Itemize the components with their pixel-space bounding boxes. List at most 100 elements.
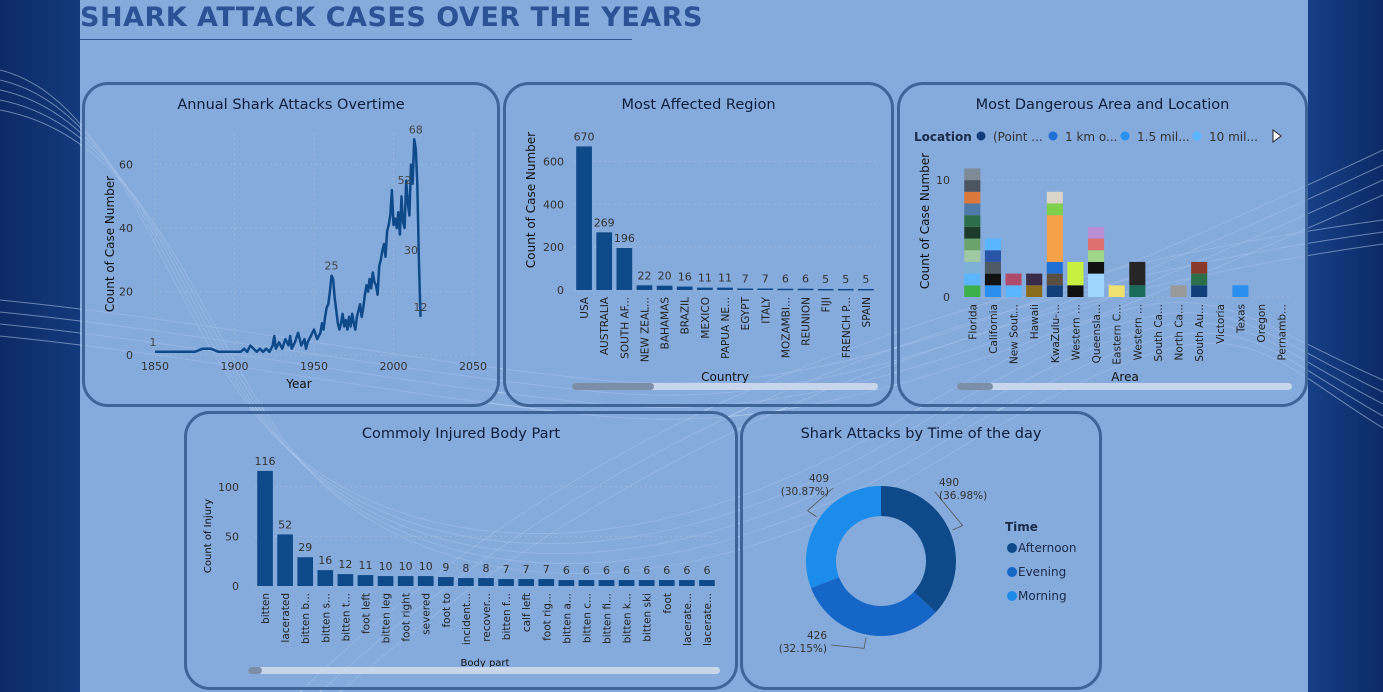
x-tick-label: 1850 <box>141 360 169 373</box>
timeofday-donut-chart: 490(36.98%) 426(32.15%) 409(30.87%) Time Aft… <box>779 473 1077 655</box>
data-label: 1 <box>150 336 157 349</box>
scrollbar-thumb[interactable] <box>248 667 262 674</box>
annual-attacks-panel: Annual Shark Attacks Overtime 0 20 40 60 185… <box>82 82 500 407</box>
data-label: 8 <box>483 562 490 575</box>
data-label: 490 <box>939 477 959 489</box>
stacked-bar-segment <box>1046 261 1063 274</box>
legend-label: 10 mil... <box>1209 130 1258 144</box>
timeofday-chart-title: Shark Attacks by Time of the day <box>800 426 1042 442</box>
x-axis-title: Body part <box>461 658 510 669</box>
stacked-bar-segment <box>964 238 981 251</box>
stacked-bar-segment <box>1067 261 1084 286</box>
data-label: 29 <box>298 541 312 554</box>
data-label: 20 <box>658 270 672 283</box>
category-label: USA <box>579 296 591 319</box>
legend-marker <box>976 131 986 141</box>
bar <box>558 580 575 586</box>
region-chart-title: Most Affected Region <box>621 97 776 113</box>
bar <box>317 570 334 586</box>
series-line <box>155 138 422 354</box>
legend-label: (Point ... <box>993 130 1043 144</box>
bar <box>596 232 613 290</box>
stacked-bar-segment <box>964 250 981 262</box>
legend-marker <box>1007 591 1017 601</box>
category-label: lacerate... <box>702 593 714 646</box>
legend-label: Afternoon <box>1018 541 1077 555</box>
scrollbar-thumb[interactable] <box>957 383 993 390</box>
stacked-bar-segment <box>964 191 981 204</box>
category-label: EGYPT <box>740 296 752 330</box>
stacked-bar-segment <box>1046 191 1063 204</box>
data-label: 6 <box>802 273 809 286</box>
bar <box>538 579 555 586</box>
data-label: 9 <box>442 561 449 574</box>
legend-marker <box>1192 131 1202 141</box>
data-label: 426 <box>807 630 827 642</box>
stacked-bar-segment <box>1005 273 1022 286</box>
x-axis-title: Area <box>1111 370 1139 384</box>
category-label: Eastern C... <box>1112 304 1124 365</box>
bodypart-panel: Commoly Injured Body Part 0 50 100 116 bitte… <box>184 411 738 690</box>
bar <box>737 288 753 290</box>
data-label: 5 <box>822 273 829 286</box>
category-label: South Ca... <box>1153 304 1165 362</box>
legend-marker <box>1007 543 1017 553</box>
category-label: calf left <box>521 593 533 632</box>
left-background-strip <box>0 0 80 692</box>
stacked-bar-segment <box>1046 273 1063 286</box>
stacked-bar-segment <box>1088 273 1105 297</box>
x-tick-label: 1900 <box>221 360 249 373</box>
data-label: 196 <box>614 232 635 245</box>
y-axis-title: Count of Case Number <box>103 176 117 312</box>
category-label: foot <box>662 593 674 614</box>
category-label: BAHAMAS <box>660 297 672 350</box>
data-label: 5 <box>842 273 849 286</box>
category-label: MOZAMBI... <box>780 297 792 358</box>
category-label: bitten leg <box>381 593 393 643</box>
category-label: bitten a... <box>561 593 573 644</box>
bar <box>636 285 653 290</box>
stacked-bar-segment <box>1088 250 1105 262</box>
scrollbar-track[interactable] <box>248 667 720 674</box>
category-label: Texas <box>1235 304 1247 334</box>
bar <box>337 574 354 586</box>
y-tick-label: 400 <box>543 198 564 211</box>
data-label: 7 <box>742 273 749 286</box>
y-tick-label: 0 <box>557 284 564 297</box>
legend-next-arrow-icon[interactable] <box>1272 129 1282 143</box>
stacked-bar-segment <box>1232 285 1249 297</box>
right-background-strip <box>1308 0 1383 692</box>
bar <box>676 286 693 290</box>
legend-title: Time <box>1005 520 1038 534</box>
category-label: foot left <box>360 593 372 634</box>
category-label: FRENCH P... <box>841 297 853 358</box>
scrollbar-track[interactable] <box>957 383 1292 390</box>
stacked-bar-segment <box>964 215 981 227</box>
data-label-percent: (30.87%) <box>781 486 829 498</box>
stacked-bar-segment <box>964 226 981 239</box>
category-label: bitten k... <box>622 593 634 643</box>
category-label: foot rig... <box>541 593 553 641</box>
bar <box>437 577 454 586</box>
data-label: 6 <box>583 564 590 577</box>
category-label: lacerated <box>280 593 292 643</box>
data-label: 7 <box>762 273 769 286</box>
bodypart-chart-title: Commoly Injured Body Part <box>361 426 561 442</box>
legend-marker <box>1007 567 1017 577</box>
category-label: Victoria <box>1215 304 1227 344</box>
stacked-bar-segment <box>964 261 981 274</box>
y-tick-label: 0 <box>126 349 133 362</box>
category-label: BRAZIL <box>680 297 692 335</box>
bar <box>377 576 394 586</box>
bar <box>357 575 374 586</box>
category-label: lacerate... <box>682 593 694 646</box>
stacked-bar-segment <box>1088 226 1105 239</box>
scrollbar-thumb[interactable] <box>572 383 654 390</box>
bar <box>578 580 595 586</box>
category-label: bitten c... <box>581 593 593 643</box>
stacked-bar-segment <box>964 180 981 192</box>
data-label: 6 <box>643 564 650 577</box>
bar <box>638 580 655 586</box>
category-label: Queensla... <box>1091 304 1103 363</box>
category-label: MEXICO <box>700 297 712 339</box>
